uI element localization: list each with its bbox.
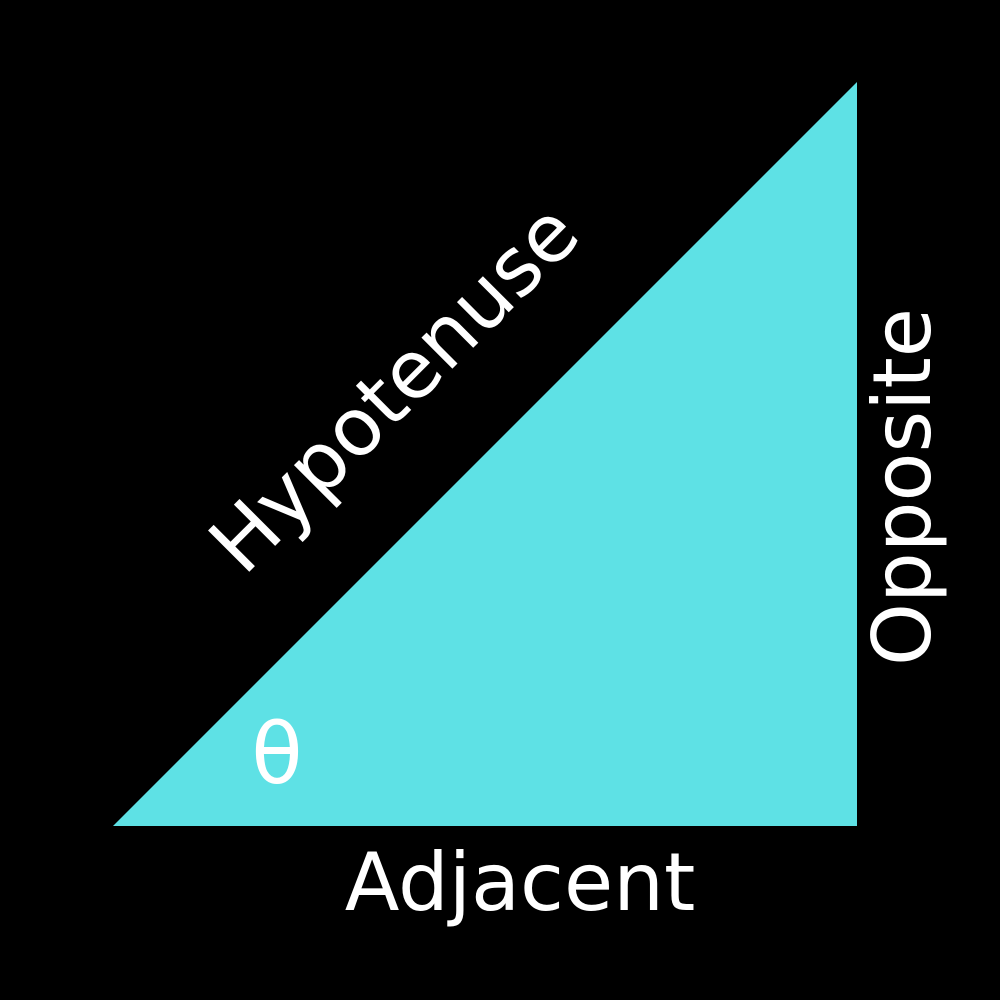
angle-theta-label: θ bbox=[251, 705, 302, 803]
adjacent-label: Adjacent bbox=[345, 836, 696, 929]
right-triangle bbox=[113, 82, 857, 826]
opposite-label: Opposite bbox=[856, 308, 949, 666]
